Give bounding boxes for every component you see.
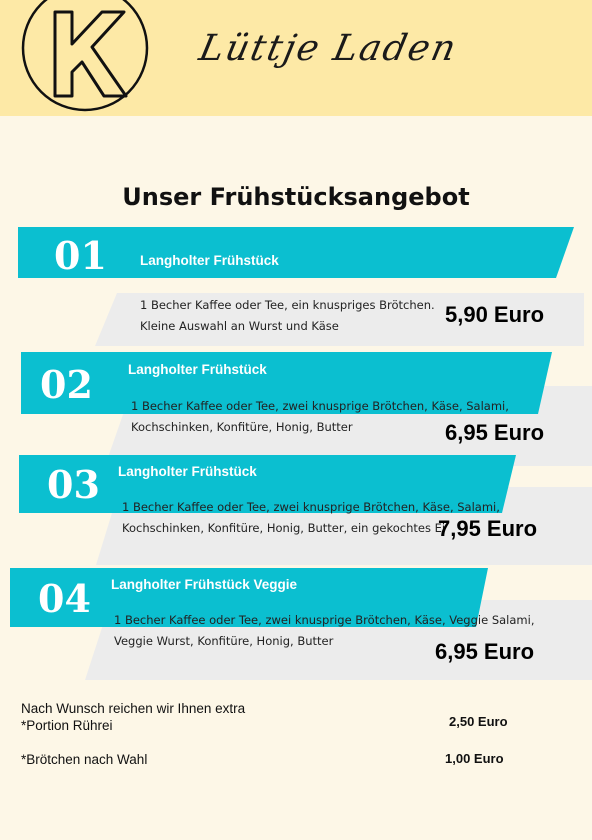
- extra-label-broetchen: *Brötchen nach Wahl: [21, 752, 148, 767]
- item-desc-line: 1 Becher Kaffee oder Tee, ein knuspriges…: [140, 298, 435, 312]
- item-price-04: 6,95 Euro: [435, 639, 535, 664]
- item-desc-01: 1 Becher Kaffee oder Tee, ein knuspriges…: [140, 295, 435, 337]
- item-desc-line: 1 Becher Kaffee oder Tee, zwei knusprige…: [114, 613, 535, 627]
- item-name-01: Langholter Frühstück: [140, 253, 279, 268]
- item-price-03: 7,95 Euro: [438, 516, 538, 541]
- item-band-01: [18, 227, 574, 278]
- item-name-02: Langholter Frühstück: [128, 362, 267, 377]
- extra-price-broetchen: 1,00 Euro: [445, 751, 504, 766]
- item-number-04: 04: [38, 576, 91, 621]
- item-number-02: 02: [40, 362, 93, 407]
- item-desc-02: 1 Becher Kaffee oder Tee, zwei knusprige…: [131, 396, 509, 438]
- item-band-02: [21, 352, 552, 414]
- item-price-01: 5,90 Euro: [445, 302, 545, 327]
- extra-price-rührei: 2,50 Euro: [449, 714, 508, 729]
- item-name-04: Langholter Frühstück Veggie: [111, 577, 298, 592]
- item-desc-03: 1 Becher Kaffee oder Tee, zwei knusprige…: [122, 497, 500, 539]
- item-desc-04: 1 Becher Kaffee oder Tee, zwei knusprige…: [114, 610, 534, 652]
- page-title: Unser Frühstücksangebot: [122, 183, 470, 211]
- item-desc-line: Veggie Wurst, Konfitüre, Honig, Butter: [114, 634, 334, 648]
- item-desc-line: Kleine Auswahl an Wurst und Käse: [140, 319, 339, 333]
- item-panel-01: [95, 293, 584, 346]
- brand-name: Lüttje Laden: [195, 28, 462, 69]
- extras-intro: Nach Wunsch reichen wir Ihnen extra: [21, 701, 246, 716]
- item-price-02: 6,95 Euro: [445, 420, 545, 445]
- item-desc-line: 1 Becher Kaffee oder Tee, zwei knusprige…: [131, 399, 509, 413]
- item-band-04: [10, 568, 488, 627]
- logo-k-icon: [21, 0, 149, 112]
- item-desc-line: 1 Becher Kaffee oder Tee, zwei knusprige…: [122, 500, 500, 514]
- item-desc-line: Kochschinken, Konfitüre, Honig, Butter, …: [122, 521, 446, 535]
- extra-label-rührei: *Portion Rührei: [21, 718, 113, 733]
- item-desc-line: Kochschinken, Konfitüre, Honig, Butter: [131, 420, 353, 434]
- item-band-03: [19, 455, 516, 513]
- item-name-03: Langholter Frühstück: [118, 464, 257, 479]
- item-number-01: 01: [54, 233, 107, 278]
- item-number-03: 03: [47, 462, 100, 507]
